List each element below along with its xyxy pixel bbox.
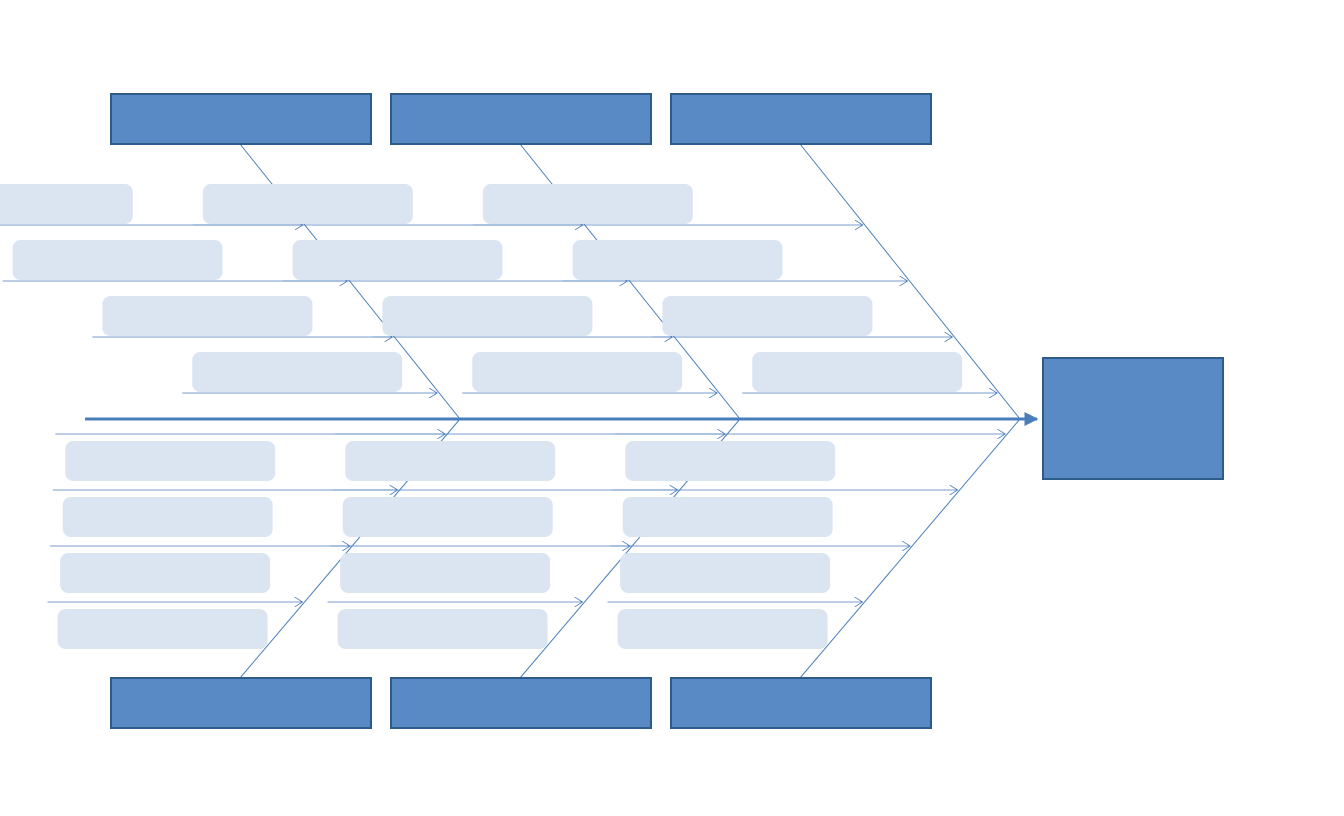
cause-box-bottom-1-3 xyxy=(338,609,548,649)
cause-box-top-0-0 xyxy=(0,184,133,224)
cause-box-bottom-2-1 xyxy=(623,497,833,537)
category-top-0 xyxy=(111,94,371,144)
cause-box-top-1-1 xyxy=(293,240,503,280)
cause-box-top-0-1 xyxy=(13,240,223,280)
cause-box-bottom-0-0 xyxy=(65,441,275,481)
category-bottom-2 xyxy=(671,678,931,728)
cause-box-top-2-1 xyxy=(573,240,783,280)
cause-box-bottom-2-2 xyxy=(620,553,830,593)
cause-box-top-1-0 xyxy=(203,184,413,224)
cause-box-top-0-2 xyxy=(102,296,312,336)
cause-box-bottom-0-3 xyxy=(58,609,268,649)
cause-box-bottom-1-1 xyxy=(343,497,553,537)
cause-box-bottom-0-2 xyxy=(60,553,270,593)
category-top-1 xyxy=(391,94,651,144)
category-bottom-1 xyxy=(391,678,651,728)
category-top-2 xyxy=(671,94,931,144)
cause-box-bottom-2-0 xyxy=(625,441,835,481)
category-bottom-0 xyxy=(111,678,371,728)
cause-box-top-2-3 xyxy=(752,352,962,392)
cause-box-top-0-3 xyxy=(192,352,402,392)
cause-box-bottom-2-3 xyxy=(618,609,828,649)
cause-box-top-2-0 xyxy=(483,184,693,224)
cause-box-bottom-0-1 xyxy=(63,497,273,537)
cause-box-top-2-2 xyxy=(662,296,872,336)
cause-box-bottom-1-0 xyxy=(345,441,555,481)
cause-box-bottom-1-2 xyxy=(340,553,550,593)
cause-box-top-1-3 xyxy=(472,352,682,392)
cause-box-top-1-2 xyxy=(382,296,592,336)
fishbone-diagram xyxy=(0,0,1344,816)
effect-box xyxy=(1043,358,1223,479)
